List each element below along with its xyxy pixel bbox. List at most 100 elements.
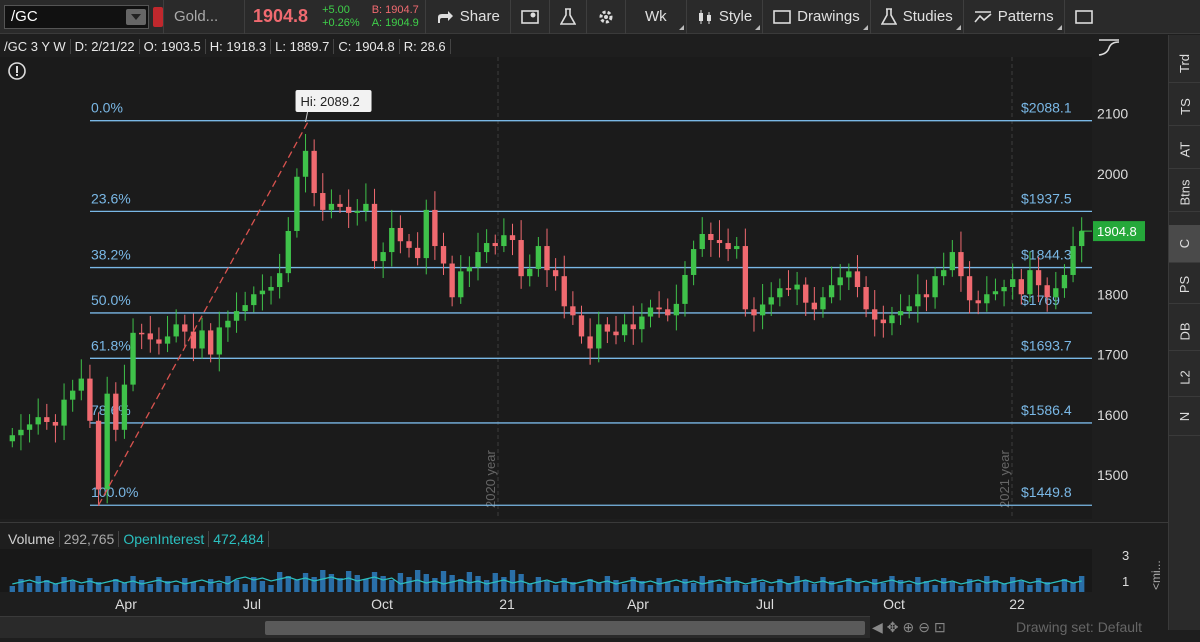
- candle-body: [233, 311, 240, 321]
- drawings-button[interactable]: Drawings: [763, 0, 870, 34]
- scrollbar-thumb[interactable]: [265, 621, 865, 635]
- volume-bar: [863, 586, 869, 592]
- price-tick-label: 2000: [1097, 166, 1128, 182]
- time-tick-label: Oct: [371, 596, 393, 612]
- volume-bar: [665, 582, 671, 592]
- candle-body: [18, 429, 24, 436]
- sidebar-tab-ps[interactable]: PS: [1169, 266, 1200, 304]
- settings-button[interactable]: [587, 0, 625, 34]
- volume-bar: [440, 571, 447, 592]
- symbol-input[interactable]: /GC: [4, 4, 149, 29]
- candle-body: [501, 235, 507, 247]
- time-tick-label: 21: [499, 596, 515, 612]
- studies-button[interactable]: Studies: [871, 0, 963, 34]
- candle-body: [837, 277, 843, 286]
- period-button[interactable]: Wk: [626, 0, 686, 34]
- candle-body: [70, 390, 76, 400]
- volume-bar: [958, 586, 964, 592]
- candle-body: [984, 294, 990, 304]
- fib-price-label: $1769: [1021, 292, 1060, 308]
- pan-icon[interactable]: ✥: [886, 618, 899, 635]
- time-tick-label: Jul: [756, 596, 774, 612]
- sidebar-tab-label: N: [1177, 411, 1193, 422]
- flask-button[interactable]: [550, 0, 586, 34]
- volume-bar: [276, 572, 283, 592]
- patterns-menu-corner: [1056, 24, 1062, 30]
- period-label: Wk: [644, 8, 667, 25]
- patterns-label: Patterns: [997, 8, 1054, 25]
- candle-body: [285, 230, 291, 274]
- sidebar-tab-l2[interactable]: L2: [1169, 359, 1200, 397]
- gear-icon: [599, 10, 613, 23]
- share-button[interactable]: Share: [426, 0, 510, 34]
- volume-bar: [242, 584, 248, 592]
- time-axis[interactable]: Apr Jul Oct 21 Apr Jul Oct 22: [115, 596, 1025, 612]
- candle-body: [1044, 285, 1050, 298]
- zoom-controls: ◀ ✥ ⊕ ⊖ ⊡: [872, 616, 946, 638]
- sidebar-tab-ts[interactable]: TS: [1169, 88, 1200, 126]
- volume-bar: [941, 578, 947, 592]
- candle-body: [337, 203, 343, 207]
- bid-ask: B: 1904.7 A: 1904.9: [366, 4, 425, 30]
- candle-body: [414, 247, 421, 259]
- volume-bar: [794, 576, 800, 592]
- volume-bar: [932, 585, 938, 592]
- fib-percent-label: 50.0%: [91, 292, 131, 308]
- candle-body: [708, 234, 714, 241]
- volume-bar: [449, 575, 455, 592]
- time-scrollbar[interactable]: [0, 616, 870, 638]
- chart-style-toggle-icon[interactable]: [1097, 38, 1121, 58]
- candle-body: [777, 288, 783, 298]
- sidebar-tab-at[interactable]: AT: [1169, 131, 1200, 169]
- bar-range: R: 28.6: [400, 38, 451, 54]
- volume-bar: [897, 580, 904, 592]
- alert-icon[interactable]: [8, 62, 26, 80]
- fib-price-label: $1937.5: [1021, 190, 1072, 206]
- style-button[interactable]: Style: [687, 0, 762, 34]
- price-chart[interactable]: 2020 year 2021 year 0.0% $2088.1 23.6% $1937…: [0, 35, 1168, 635]
- drawing-set[interactable]: Drawing set: Default: [1016, 616, 1142, 638]
- sidebar-tab-trd[interactable]: Trd: [1169, 45, 1200, 83]
- share-label: Share: [459, 8, 500, 25]
- volume-bar: [518, 574, 524, 592]
- fit-icon[interactable]: ⊡: [933, 618, 946, 635]
- candle-body: [78, 378, 84, 391]
- flexible-grid-button[interactable]: [511, 0, 549, 34]
- candle-body: [647, 307, 654, 317]
- volume-panel: 3 1 <mi...: [0, 522, 1168, 592]
- volume-bar: [725, 577, 731, 592]
- volume-bar: [527, 584, 533, 592]
- scroll-left-icon[interactable]: ◀: [872, 618, 883, 635]
- sidebar-tab-db[interactable]: DB: [1169, 313, 1200, 351]
- volume-bar: [199, 586, 205, 592]
- candle-body: [880, 319, 887, 324]
- candle-body: [803, 284, 809, 303]
- sidebar-tab-n[interactable]: N: [1169, 398, 1200, 436]
- chart-title: /GC 3 Y W: [0, 38, 71, 54]
- candle-body: [846, 271, 852, 278]
- sidebar-tab-c[interactable]: C: [1169, 225, 1200, 263]
- fibonacci-retracement[interactable]: 0.0% $2088.1 23.6% $1937.5 38.2% $1844.3 50.0%…: [90, 100, 1092, 506]
- candle-body: [44, 417, 50, 422]
- link-color-button[interactable]: [153, 6, 163, 27]
- volume-bar: [647, 585, 654, 592]
- change-value: +5.00: [322, 3, 350, 16]
- volume-bar: [380, 576, 386, 592]
- candle-body: [992, 291, 999, 295]
- chart-overlay: Hi: 2089.2 1904.8: [97, 90, 1145, 506]
- maximize-button[interactable]: [1065, 0, 1103, 34]
- volume-bar: [975, 583, 981, 592]
- patterns-button[interactable]: Patterns: [964, 0, 1064, 34]
- flask-icon: [559, 7, 576, 25]
- volume-bar: [846, 578, 852, 592]
- volume-bar: [880, 583, 887, 592]
- studies-flask-icon: [880, 7, 897, 25]
- bid-value: B: 1904.7: [371, 3, 419, 16]
- volume-bar: [742, 585, 749, 592]
- zoom-in-icon[interactable]: ⊕: [902, 618, 915, 635]
- symbol-text: /GC: [11, 8, 38, 25]
- symbol-dropdown-button[interactable]: [126, 8, 146, 25]
- zoom-out-icon[interactable]: ⊖: [918, 618, 930, 635]
- price-axis[interactable]: 1500160017001800190020002100: [1097, 106, 1128, 484]
- sidebar-tab-btns[interactable]: Btns: [1169, 174, 1200, 212]
